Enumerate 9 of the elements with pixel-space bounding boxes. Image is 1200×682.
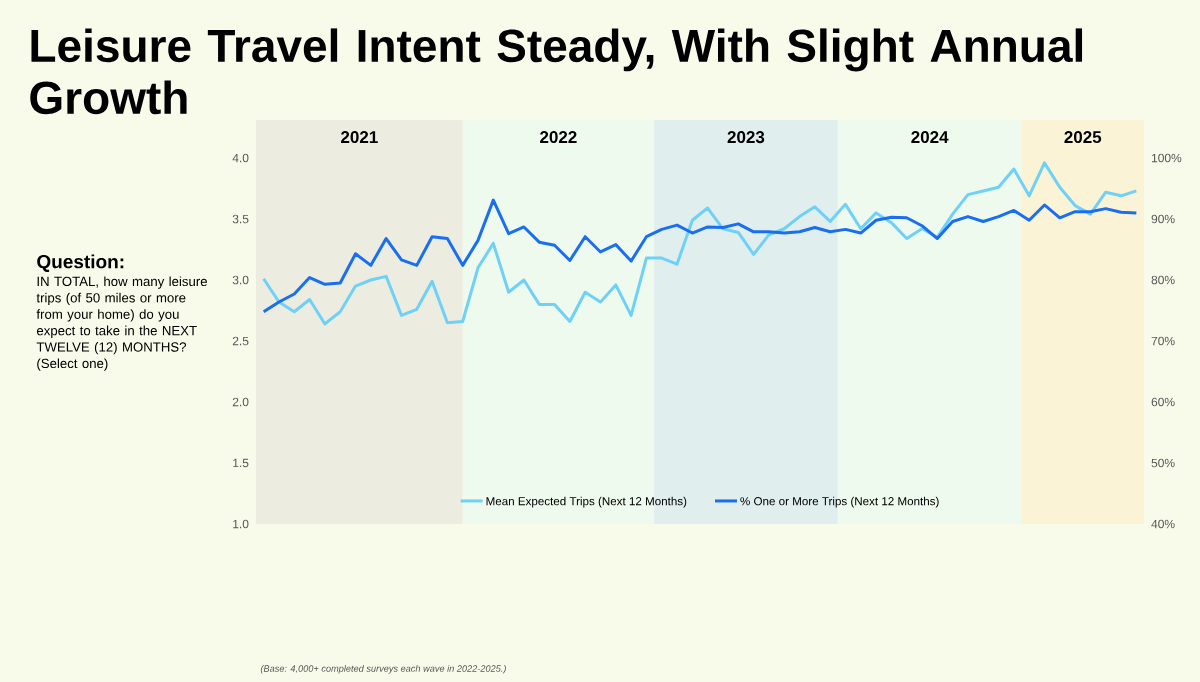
text: Question: [37,254,124,272]
text: 2024 [911,131,949,144]
line-series [262,198,1138,314]
line-series [262,161,1138,326]
text: 2021 [341,131,378,144]
chart-title: Leisure Travel Intent Steady, With Slight Annual Growth [30,28,1083,115]
text: 2023 [727,131,765,144]
text: 2022 [540,131,577,144]
text: 2025 [1064,131,1102,144]
